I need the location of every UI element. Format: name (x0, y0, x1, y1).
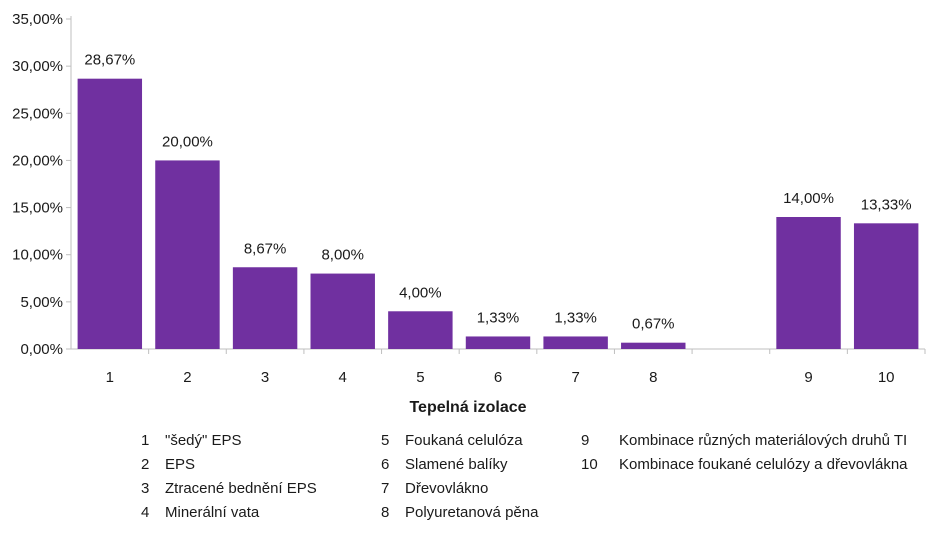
data-label: 8,67% (244, 240, 287, 257)
x-tick-label: 3 (261, 369, 269, 386)
bar-2 (155, 160, 220, 349)
bar-chart: 0,00% 5,00% 10,00% 15,00% 20,00% 25,00% 30,00%… (12, 11, 926, 416)
data-label: 13,33% (861, 196, 912, 213)
x-tick-label: 6 (494, 369, 502, 386)
data-label: 4,00% (399, 284, 442, 301)
legend-number: 9 (581, 432, 590, 449)
y-tick-label: 35,00% (12, 11, 63, 28)
data-label: 14,00% (783, 190, 834, 207)
legend-label: Foukaná celulóza (405, 432, 523, 449)
y-tick-label: 30,00% (12, 58, 63, 75)
legend-label: "šedý" EPS (165, 432, 242, 449)
legend-number: 2 (141, 456, 150, 473)
bar-10 (853, 223, 919, 349)
x-tick-label: 4 (339, 369, 347, 386)
bar-7 (543, 336, 608, 349)
x-tick-label: 10 (878, 369, 895, 386)
data-label: 1,33% (554, 309, 597, 326)
x-tick-label: 8 (649, 369, 657, 386)
y-tick-label: 5,00% (20, 294, 63, 311)
bar-9 (776, 217, 841, 349)
legend-number: 4 (141, 504, 150, 521)
legend-label: Ztracené bednění EPS (165, 480, 317, 497)
y-tick-label: 10,00% (12, 247, 63, 264)
y-tick-label: 25,00% (12, 105, 63, 122)
data-label: 20,00% (162, 133, 213, 150)
bar-5 (388, 311, 453, 349)
bar-4 (310, 273, 375, 349)
legend-label: Minerální vata (165, 504, 260, 521)
legend-number: 5 (381, 432, 390, 449)
y-tick-label: 15,00% (12, 200, 63, 217)
x-tick-label: 2 (183, 369, 191, 386)
legend-number: 7 (381, 480, 390, 497)
bar-8 (621, 342, 686, 349)
x-axis-title: Tepelná izolace (409, 399, 526, 416)
data-label: 28,67% (84, 52, 135, 69)
x-tick-label: 5 (416, 369, 424, 386)
bar-3 (232, 267, 298, 349)
legend-label: Slamené balíky (405, 456, 508, 473)
bar-1 (77, 78, 143, 349)
data-label: 0,67% (632, 316, 675, 333)
legend-number: 8 (381, 504, 390, 521)
data-label: 1,33% (477, 309, 520, 326)
data-label: 8,00% (321, 247, 364, 264)
legend-number: 10 (581, 456, 598, 473)
legend-label: Kombinace foukané celulózy a dřevovlákna (619, 456, 908, 473)
legend-label: Kombinace různých materiálových druhů TI (619, 432, 908, 449)
legend-number: 6 (381, 456, 390, 473)
legend-number: 1 (141, 432, 150, 449)
bar-6 (465, 336, 531, 349)
y-tick-label: 20,00% (12, 152, 63, 169)
x-tick-label: 7 (571, 369, 579, 386)
legend-label: Dřevovlákno (405, 480, 489, 497)
legend-label: Polyuretanová pěna (405, 504, 539, 521)
x-tick-label: 1 (106, 369, 114, 386)
legend: 1 "šedý" EPS 2 EPS 3 Ztracené bednění EPS 4 Min… (0, 432, 945, 552)
legend-number: 3 (141, 480, 150, 497)
y-tick-label: 0,00% (20, 341, 63, 358)
x-tick-label: 9 (804, 369, 812, 386)
legend-label: EPS (165, 456, 196, 473)
